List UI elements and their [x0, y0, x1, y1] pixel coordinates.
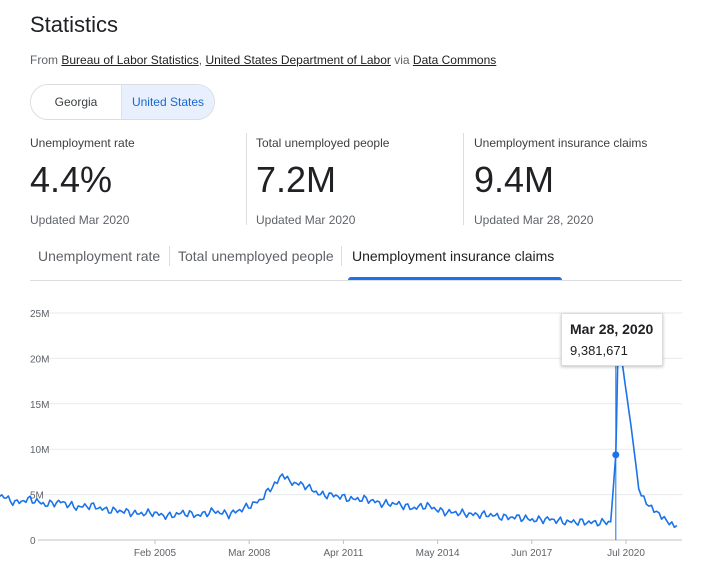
- source-via: via: [394, 53, 410, 67]
- stat-unemployment-rate: Unemployment rate 4.4% Updated Mar 2020: [30, 133, 245, 227]
- chart-tooltip: Mar 28, 2020 9,381,671: [561, 313, 663, 366]
- x-tick-label: Feb 2005: [134, 548, 177, 559]
- tab-insurance-claims-label: Unemployment insurance claims: [352, 248, 555, 264]
- y-tick-label: 25M: [30, 309, 49, 320]
- source-comma: ,: [198, 53, 203, 67]
- tab-insurance-claims[interactable]: Unemployment insurance claims: [348, 238, 562, 280]
- page-title: Statistics: [30, 12, 119, 37]
- stat-total-unemployed: Total unemployed people 7.2M Updated Mar…: [246, 133, 463, 227]
- data-commons-link[interactable]: Data Commons: [412, 53, 497, 67]
- bls-link[interactable]: Bureau of Labor Statistics: [61, 53, 199, 67]
- y-tick-label: 0: [30, 536, 36, 547]
- active-tab-indicator: [348, 277, 562, 280]
- x-tick-label: May 2014: [416, 548, 460, 559]
- tab-unemployment-rate[interactable]: Unemployment rate: [38, 248, 161, 264]
- highlight-point: [612, 451, 620, 459]
- chart-tabs: Unemployment rate Total unemployed peopl…: [30, 238, 682, 281]
- region-option-georgia[interactable]: Georgia: [31, 85, 121, 119]
- claims-series-line: [0, 332, 678, 529]
- tooltip-date: Mar 28, 2020: [570, 321, 654, 337]
- x-tick-label: Mar 2008: [228, 548, 271, 559]
- stat-label: Unemployment rate: [30, 136, 135, 150]
- y-tick-label: 10M: [30, 445, 49, 456]
- x-tick-label: Apr 2011: [323, 548, 363, 559]
- region-option-united-states[interactable]: United States: [121, 85, 214, 119]
- x-tick-label: Jul 2020: [607, 548, 645, 559]
- source-prefix: From: [30, 53, 58, 67]
- y-tick-label: 15M: [30, 400, 49, 411]
- tooltip-value: 9,381,671: [570, 343, 628, 358]
- stat-insurance-claims: Unemployment insurance claims 9.4M Updat…: [463, 133, 693, 227]
- tab-total-unemployed[interactable]: Total unemployed people: [169, 246, 350, 266]
- stat-label: Unemployment insurance claims: [474, 136, 648, 150]
- stat-value: 7.2M: [256, 159, 337, 200]
- region-toggle: Georgia United States: [30, 84, 215, 120]
- y-tick-label: 20M: [30, 354, 49, 365]
- y-tick-label: 5M: [30, 491, 44, 502]
- dol-link[interactable]: United States Department of Labor: [205, 53, 391, 67]
- tab-divider: [341, 246, 342, 266]
- stat-updated: Updated Mar 28, 2020: [474, 213, 594, 227]
- x-tick-label: Jun 2017: [511, 548, 553, 559]
- stat-value: 9.4M: [474, 159, 555, 200]
- source-line: From Bureau of Labor Statistics, United …: [30, 53, 496, 67]
- stat-updated: Updated Mar 2020: [30, 213, 130, 227]
- stat-value: 4.4%: [30, 159, 113, 200]
- stat-updated: Updated Mar 2020: [256, 213, 356, 227]
- stat-label: Total unemployed people: [256, 136, 390, 150]
- claims-line-chart[interactable]: 0 5M 10M 15M 20M 25M Feb 2005 Mar 2008 Apr 2011 M…: [0, 295, 720, 575]
